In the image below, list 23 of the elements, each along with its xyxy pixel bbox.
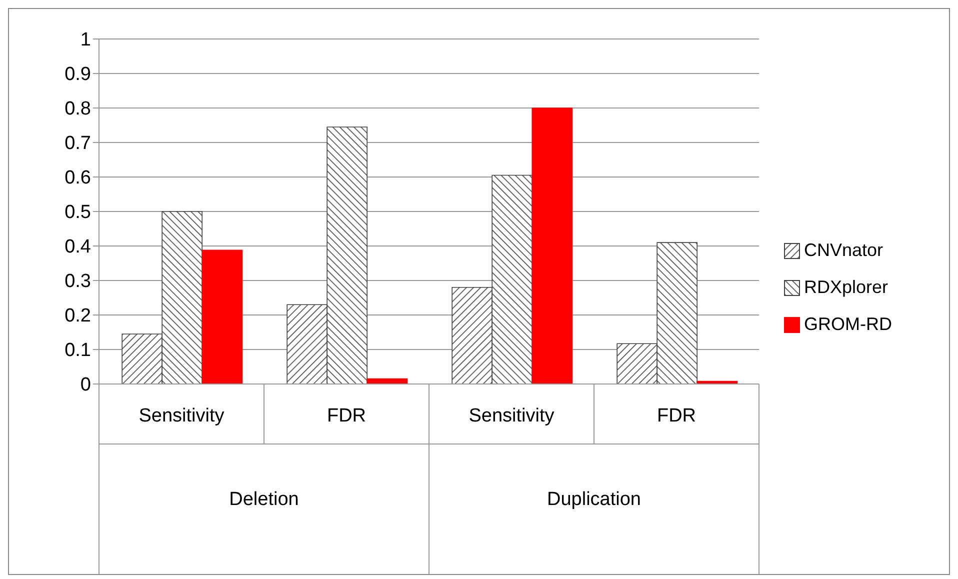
- bar: [202, 250, 242, 384]
- y-tick-label: 0.7: [64, 133, 91, 154]
- legend-label: RDXplorer: [804, 277, 888, 298]
- y-tick-label: 0.6: [64, 168, 91, 189]
- y-tick-label: 0: [80, 374, 91, 396]
- x-tick-label: Sensitivity: [468, 405, 555, 426]
- x-tick-label: Sensitivity: [138, 405, 225, 426]
- y-tick-label: 1: [80, 30, 91, 51]
- y-tick-label: 0.1: [64, 340, 91, 362]
- bar: [366, 378, 408, 384]
- bar: [532, 108, 572, 384]
- x-tick-label: FDR: [656, 405, 696, 426]
- text: Deletion: [228, 489, 300, 511]
- legend-label: GROM-RD: [804, 314, 892, 335]
- y-tick-label: 0.5: [64, 202, 91, 224]
- legend-label: CNVnator: [804, 240, 884, 261]
- y-tick-label: 0.4: [64, 236, 92, 258]
- y-tick-label: 0.2: [64, 306, 91, 327]
- y-tick-label: 0.3: [64, 271, 91, 292]
- y-tick-label: 0.8: [64, 98, 91, 120]
- x-tick-label: FDR: [326, 405, 366, 426]
- y-tick-label: 0.9: [64, 64, 91, 86]
- text: Duplication: [546, 489, 642, 511]
